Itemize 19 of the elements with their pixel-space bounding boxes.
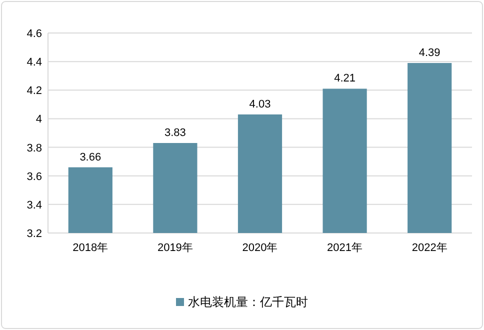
x-tick-label: 2022年 [412, 242, 448, 254]
data-label: 4.39 [418, 47, 440, 59]
y-tick-label: 3.6 [26, 170, 42, 183]
y-tick-label: 3.2 [26, 228, 42, 240]
data-label: 3.66 [80, 151, 102, 164]
x-tick-label: 2019年 [157, 242, 193, 254]
y-tick-label: 4.4 [26, 56, 42, 69]
y-tick-label: 4.6 [26, 28, 42, 40]
data-label: 4.21 [334, 72, 356, 85]
y-tick-label: 4.2 [26, 85, 42, 98]
x-tick-label: 2021年 [327, 242, 363, 254]
x-tick-label: 2020年 [242, 242, 278, 254]
y-tick-label: 3.4 [26, 199, 42, 212]
y-tick-label: 4 [36, 114, 42, 126]
data-label: 3.83 [164, 127, 186, 139]
y-tick-label: 3.8 [26, 142, 42, 154]
data-label: 4.03 [249, 98, 271, 110]
legend-label: 水电装机量：亿千瓦时 [188, 295, 308, 309]
x-tick-label: 2018年 [72, 242, 108, 254]
